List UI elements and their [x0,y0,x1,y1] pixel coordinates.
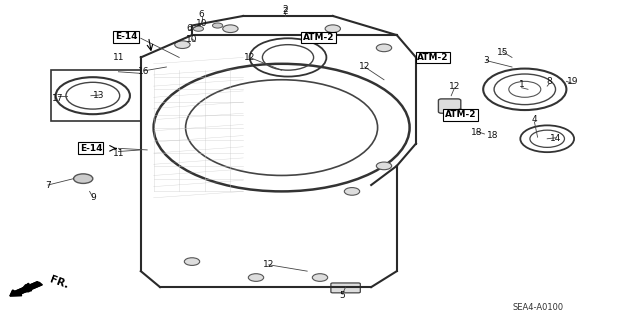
Text: ATM-2: ATM-2 [417,53,449,62]
Text: 12: 12 [244,53,255,62]
Text: 13: 13 [93,91,105,100]
Circle shape [74,174,93,183]
Circle shape [184,258,200,265]
Text: 4: 4 [532,115,537,124]
Circle shape [325,25,340,33]
Circle shape [223,25,238,33]
FancyArrowPatch shape [22,283,39,291]
Text: 11: 11 [113,53,124,62]
Text: 14: 14 [550,134,561,143]
Text: 19: 19 [567,77,579,86]
Circle shape [344,188,360,195]
Text: 6: 6 [186,24,191,33]
Circle shape [175,41,190,48]
Text: 5: 5 [340,291,345,300]
Circle shape [248,274,264,281]
Circle shape [212,23,223,28]
Text: 8: 8 [547,77,552,86]
Text: 15: 15 [497,48,508,57]
Circle shape [376,162,392,170]
Text: FR.: FR. [48,274,70,290]
Text: 10: 10 [186,35,198,44]
Text: 18: 18 [471,128,483,137]
Text: 9: 9 [90,193,95,202]
Text: 3: 3 [484,56,489,65]
Text: 11: 11 [113,149,124,158]
Text: E-14: E-14 [79,144,102,153]
FancyBboxPatch shape [331,283,360,293]
Text: ATM-2: ATM-2 [445,110,476,119]
Text: 16: 16 [138,67,150,76]
Text: E-14: E-14 [115,32,138,41]
Text: 12: 12 [359,63,371,71]
Text: 18: 18 [487,131,499,140]
FancyBboxPatch shape [438,99,461,113]
Text: 2: 2 [282,7,287,16]
Text: 7: 7 [45,181,51,189]
Text: 17: 17 [52,94,63,103]
Text: 12: 12 [263,260,275,269]
Text: 6: 6 [199,10,204,19]
Text: 12: 12 [449,82,460,91]
Text: 2: 2 [282,5,287,14]
Circle shape [193,26,204,31]
Text: SEA4-A0100: SEA4-A0100 [512,303,563,312]
Text: ATM-2: ATM-2 [303,33,334,42]
FancyArrow shape [10,282,42,296]
Text: 10: 10 [196,19,207,28]
Text: 1: 1 [519,80,524,89]
Circle shape [312,274,328,281]
Circle shape [376,44,392,52]
